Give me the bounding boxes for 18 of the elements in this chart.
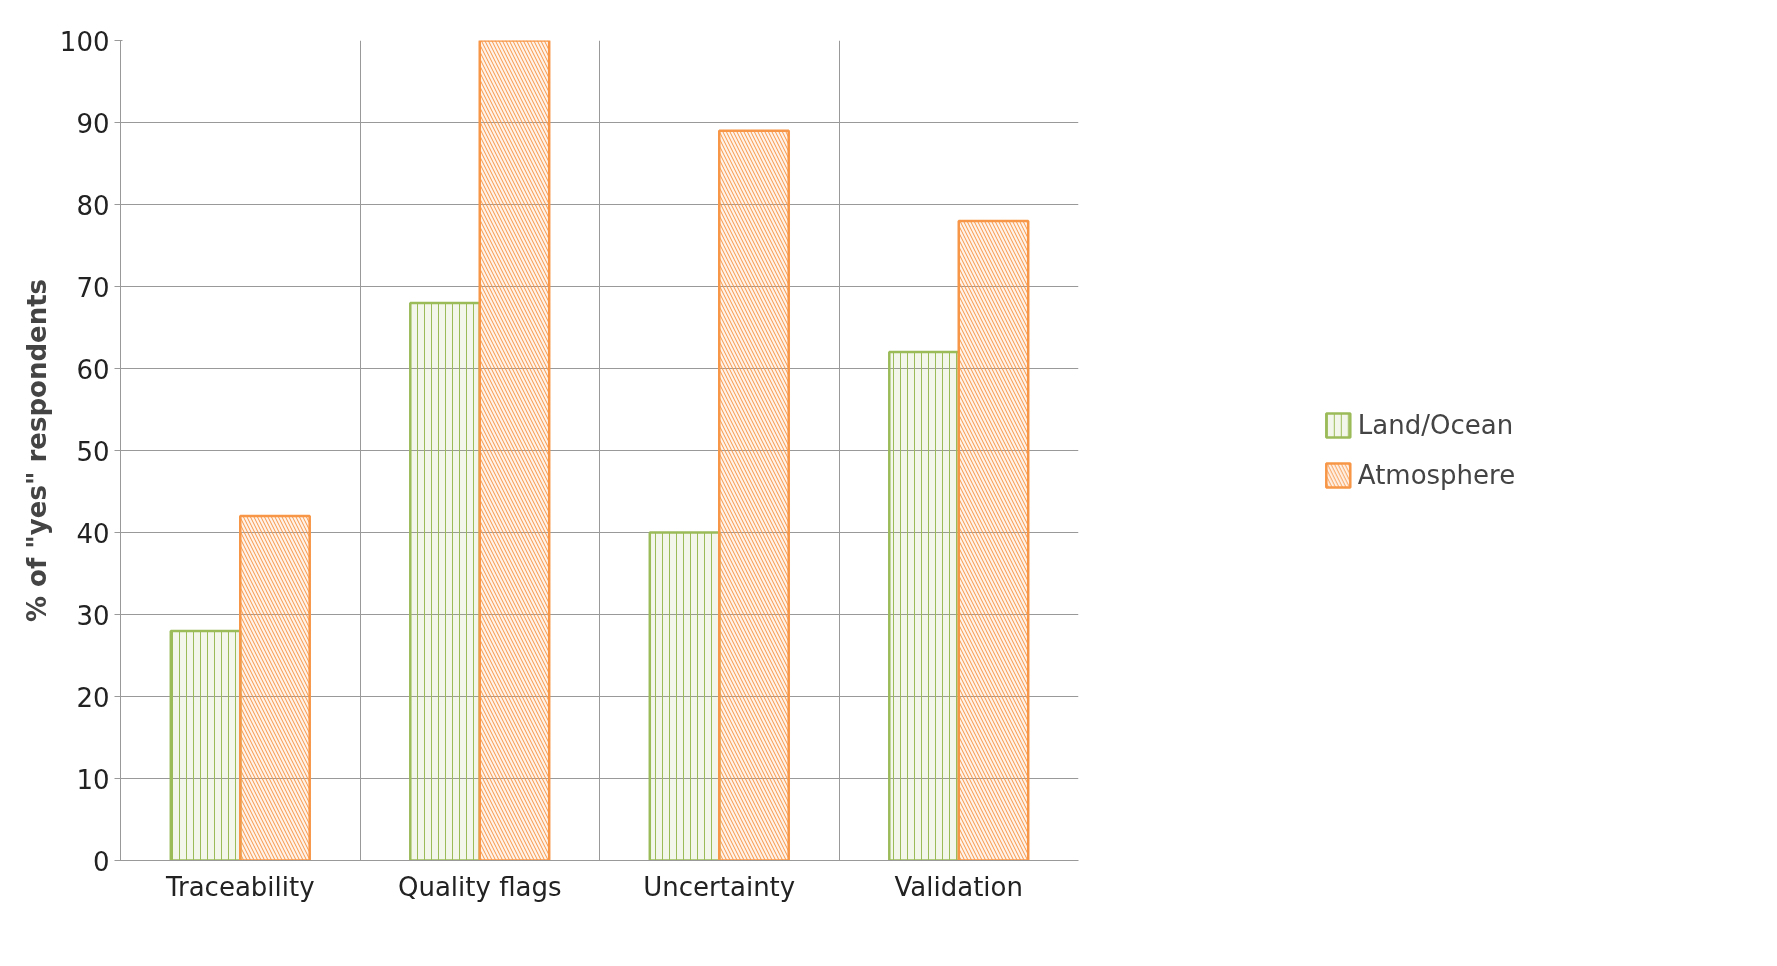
y-axis-title: % of "yes" respondents	[21, 278, 52, 623]
legend-label: Atmosphere	[1357, 460, 1516, 490]
x-tick-label: Quality flags	[397, 871, 562, 902]
legend-label: Land/Ocean	[1357, 410, 1514, 440]
y-tick-label: 0	[92, 846, 110, 877]
y-tick-label: 30	[76, 600, 110, 631]
y-tick-label: 10	[76, 764, 110, 795]
x-tick-label: Validation	[894, 871, 1023, 902]
y-tick-label: 70	[76, 272, 110, 303]
y-tick-label: 60	[76, 354, 110, 385]
y-tick-label: 20	[76, 682, 110, 713]
x-tick-label: Traceability	[164, 871, 315, 902]
y-tick-label: 90	[76, 108, 110, 139]
y-tick-label: 40	[76, 518, 110, 549]
x-tick-label: Uncertainty	[643, 871, 796, 902]
y-tick-label: 50	[76, 436, 110, 467]
y-tick-label: 80	[76, 190, 110, 221]
y-tick-label: 100	[59, 26, 110, 57]
